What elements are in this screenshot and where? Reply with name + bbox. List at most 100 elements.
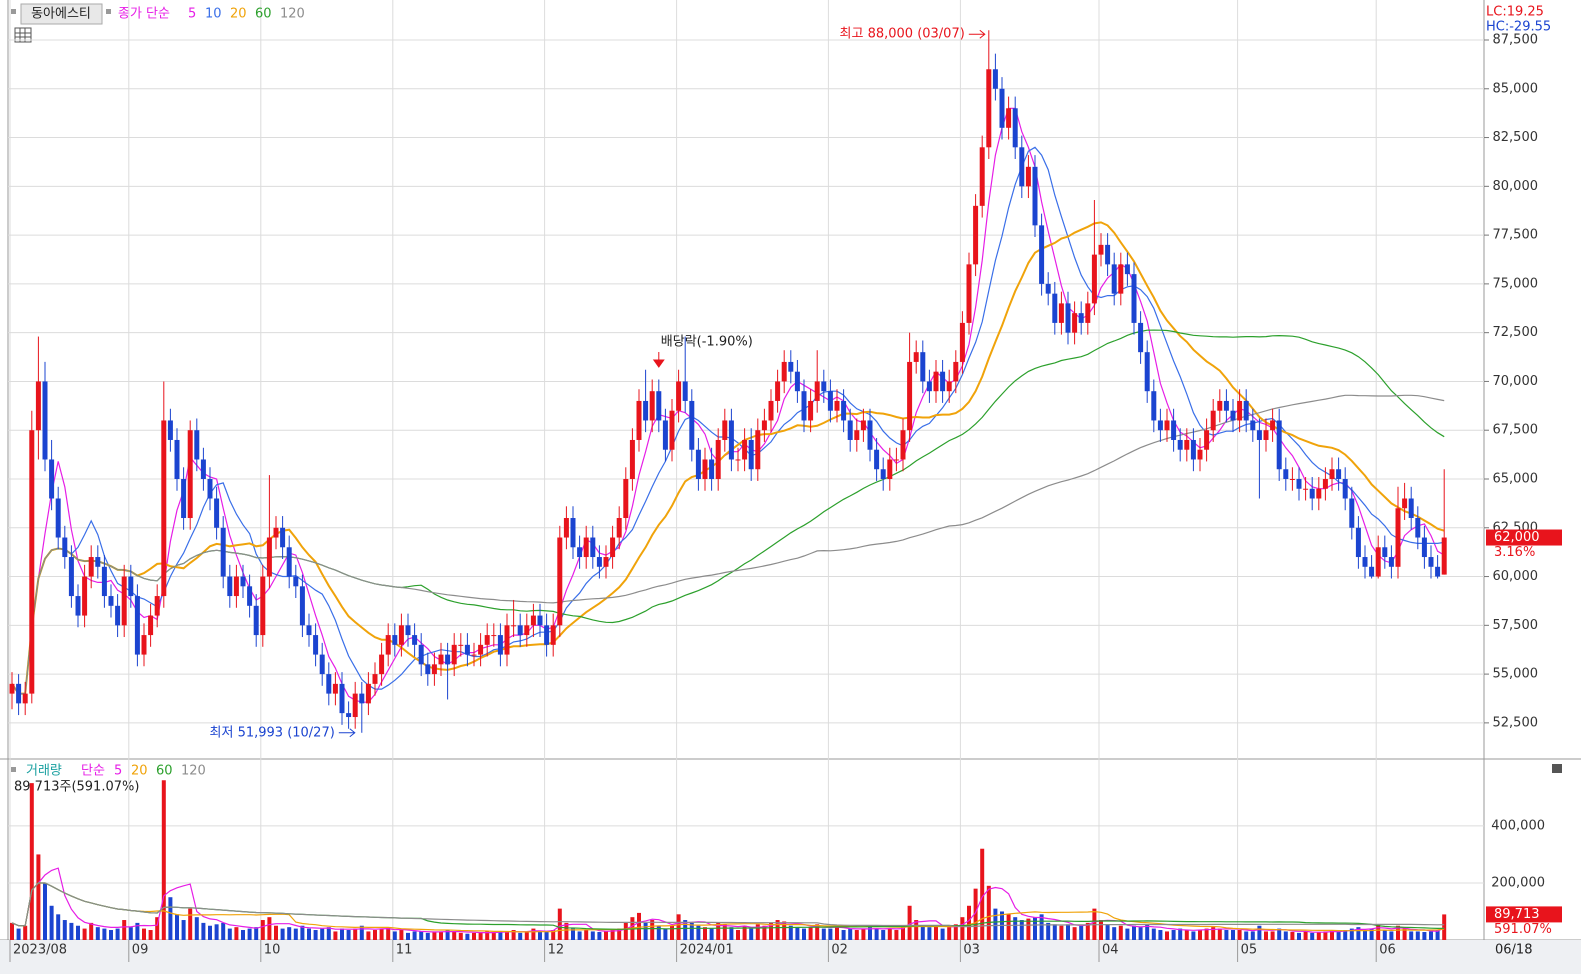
- volume-bar: [1264, 931, 1268, 940]
- candle-body: [280, 527, 286, 548]
- volume-bar: [1132, 925, 1136, 940]
- volume-bar: [1422, 932, 1427, 940]
- candle-body: [656, 391, 662, 421]
- candle-body: [1395, 508, 1401, 567]
- candle-body: [1190, 439, 1196, 460]
- high-arrow: [968, 29, 986, 39]
- volume-bar: [155, 917, 160, 940]
- candle-body: [1032, 166, 1038, 226]
- title-box[interactable]: [20, 3, 103, 25]
- ma-period: 60: [255, 7, 272, 22]
- price-ma-line: [11, 394, 1445, 695]
- candle-body: [1223, 400, 1229, 411]
- candle-body: [847, 420, 853, 440]
- candle-body: [1164, 420, 1170, 431]
- candle-body: [808, 400, 814, 421]
- volume-bar: [551, 930, 556, 940]
- candle-body: [669, 410, 675, 450]
- candle-body: [42, 381, 48, 460]
- candle-body: [596, 557, 602, 567]
- candle-body: [1111, 264, 1117, 294]
- candle-body: [1105, 244, 1111, 265]
- candle-body: [788, 361, 794, 372]
- volume-bar: [353, 928, 358, 940]
- volume-bar: [1343, 930, 1348, 940]
- candle-body: [418, 644, 424, 665]
- candle-body: [1303, 488, 1309, 490]
- x-tick-label: 03: [963, 943, 980, 958]
- volume-bar: [808, 927, 813, 940]
- candle-body: [1177, 439, 1183, 450]
- ma-period: 20: [230, 7, 247, 22]
- table-icon[interactable]: [14, 27, 32, 43]
- candle-body: [115, 605, 121, 626]
- volume-bar: [1283, 931, 1288, 940]
- volume-bar: [1211, 927, 1216, 940]
- candle-body: [49, 459, 55, 499]
- volume-bar: [511, 930, 516, 940]
- volume-bar: [604, 931, 608, 940]
- candle-body: [907, 361, 913, 431]
- y-tick-label: 400,000: [1491, 818, 1545, 833]
- volume-bar: [359, 925, 364, 940]
- volume-bar: [676, 914, 681, 940]
- volume-bar: [1356, 927, 1361, 940]
- candle-body: [128, 576, 134, 597]
- volume-bar: [1033, 917, 1037, 940]
- candle-body: [1184, 439, 1190, 450]
- volume-bar: [287, 927, 292, 940]
- volume-bar: [617, 928, 622, 940]
- candle-body: [933, 371, 939, 392]
- y-tick-label: 200,000: [1491, 875, 1545, 890]
- y-tick-label: 60,000: [1493, 569, 1539, 584]
- candle-body: [1210, 410, 1216, 431]
- volume-bar: [1415, 931, 1420, 940]
- y-tick-label: 70,000: [1493, 374, 1539, 389]
- volume-bar: [920, 925, 925, 940]
- icon: [106, 9, 111, 14]
- candle-body: [636, 400, 642, 440]
- volume-bar: [1118, 925, 1123, 940]
- candle-body: [1421, 537, 1427, 558]
- close-icon[interactable]: [1552, 764, 1562, 773]
- volume-title: 거래량: [26, 764, 62, 779]
- volume-bar: [1396, 925, 1400, 940]
- candle-body: [385, 635, 391, 655]
- volume-bar: [775, 920, 780, 940]
- candle-body: [1441, 537, 1447, 575]
- volume-bar: [1231, 930, 1235, 940]
- volume-bar: [729, 927, 734, 940]
- volume-bar: [709, 928, 714, 940]
- date-label: 06/18: [1495, 943, 1532, 958]
- candle-body: [1237, 400, 1243, 421]
- volume-bar: [425, 932, 430, 940]
- volume-bar: [1323, 931, 1328, 940]
- volume-bar: [782, 921, 787, 940]
- x-tick-label: 10: [264, 943, 281, 958]
- volume-bar: [1184, 930, 1189, 940]
- candle-body: [893, 459, 899, 461]
- volume-bar: [656, 925, 661, 940]
- candle-body: [392, 635, 398, 645]
- volume-bar: [788, 925, 793, 940]
- volume-bar: [465, 933, 470, 940]
- volume-bar: [1099, 920, 1103, 940]
- volume-bar: [102, 928, 107, 940]
- volume-bar: [1125, 928, 1130, 940]
- volume-bar: [115, 928, 120, 940]
- volume-bar: [1019, 920, 1024, 940]
- volume-bar: [749, 928, 754, 940]
- candle-body: [101, 566, 107, 597]
- candle-body: [478, 644, 484, 655]
- volume-bar: [1085, 922, 1090, 940]
- candle-body: [108, 596, 114, 606]
- volume-bar: [973, 888, 978, 940]
- volume-bar: [89, 922, 94, 940]
- candle-body: [22, 693, 28, 704]
- volume-bar: [445, 930, 450, 940]
- candle-body: [761, 420, 767, 431]
- candle-body: [860, 420, 866, 431]
- candle-body: [537, 615, 543, 626]
- candle-body: [1263, 430, 1269, 440]
- volume-bar: [1006, 914, 1011, 940]
